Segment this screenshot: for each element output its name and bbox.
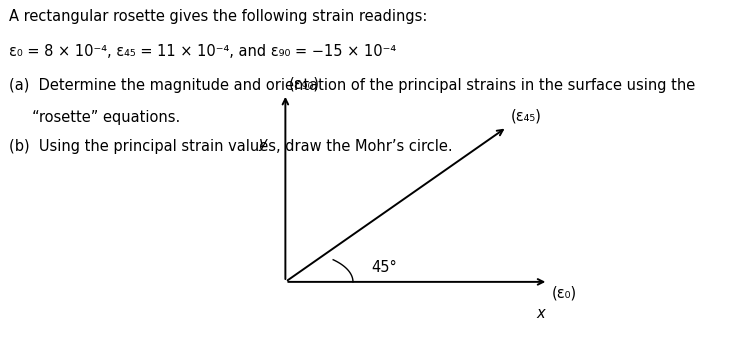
Text: ε₀ = 8 × 10⁻⁴, ε₄₅ = 11 × 10⁻⁴, and ε₉₀ = −15 × 10⁻⁴: ε₀ = 8 × 10⁻⁴, ε₄₅ = 11 × 10⁻⁴, and ε₉₀ …	[9, 44, 396, 58]
Text: “rosette” equations.: “rosette” equations.	[9, 110, 180, 125]
Text: y: y	[258, 136, 267, 151]
Text: x: x	[536, 306, 545, 321]
Text: (ε₀): (ε₀)	[552, 285, 577, 300]
Text: A rectangular rosette gives the following strain readings:: A rectangular rosette gives the followin…	[9, 9, 427, 24]
Text: (b)  Using the principal strain values, draw the Mohr’s circle.: (b) Using the principal strain values, d…	[9, 139, 453, 154]
Text: (ε₉₀): (ε₉₀)	[289, 76, 320, 91]
Text: 45°: 45°	[372, 260, 397, 275]
Text: (a)  Determine the magnitude and orientation of the principal strains in the sur: (a) Determine the magnitude and orientat…	[9, 78, 695, 93]
Text: (ε₄₅): (ε₄₅)	[511, 109, 541, 124]
